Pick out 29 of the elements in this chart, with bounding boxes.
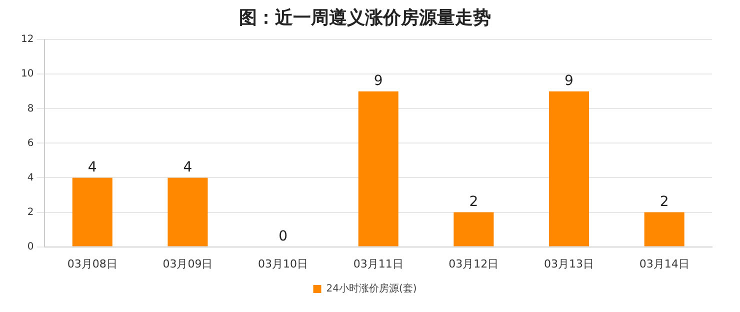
chart-title: 图：近一周遵义涨价房源量走势 — [239, 7, 491, 28]
data-label: 9 — [374, 73, 383, 90]
data-label: 9 — [564, 73, 574, 90]
y-tick-label: 0 — [27, 241, 34, 252]
x-tick-label: 03月11日 — [353, 257, 404, 270]
bar — [548, 91, 590, 246]
x-tick-label: 03月09日 — [162, 257, 213, 270]
data-label: 4 — [183, 159, 192, 176]
bar — [644, 212, 684, 246]
data-label: 4 — [88, 159, 97, 176]
y-tick-label: 6 — [27, 138, 34, 149]
x-tick-label: 03月08日 — [67, 257, 118, 270]
legend-label: 24小时涨价房源(套) — [326, 282, 417, 295]
x-tick-label: 03月13日 — [544, 257, 594, 270]
y-tick-label: 10 — [20, 68, 34, 80]
y-tick-label: 4 — [27, 172, 34, 184]
data-label: 0 — [278, 228, 288, 244]
x-tick-label: 03月12日 — [448, 257, 499, 270]
bar — [454, 212, 494, 246]
data-label: 2 — [660, 194, 669, 210]
x-tick-label: 03月14日 — [639, 257, 690, 270]
y-tick-label: 2 — [27, 206, 34, 218]
x-tick-label: 03月10日 — [258, 257, 308, 270]
data-label: 2 — [469, 194, 478, 210]
bar — [72, 178, 112, 246]
y-tick-label: 8 — [27, 103, 34, 114]
bar — [168, 178, 208, 246]
y-tick-label: 12 — [20, 34, 34, 46]
bar — [358, 91, 398, 246]
